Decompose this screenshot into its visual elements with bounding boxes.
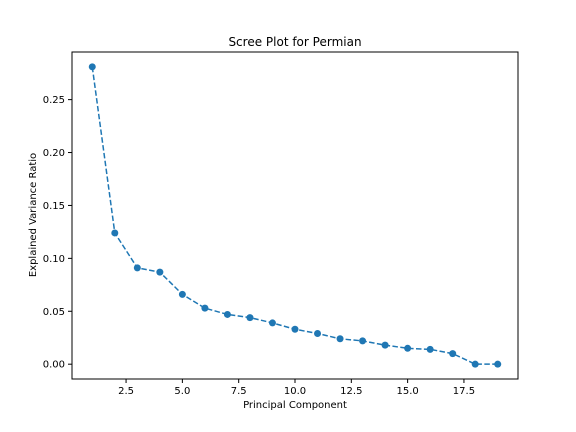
y-tick-label: 0.05 [43,307,65,318]
y-axis-ticks: 0.00 0.05 0.10 0.15 0.20 0.25 [43,95,72,371]
data-point [156,268,164,276]
data-point [336,335,344,343]
y-tick-label: 0.10 [43,254,65,265]
data-point [88,63,96,71]
x-tick-label: 7.5 [231,386,247,397]
x-tick-label: 15.0 [396,386,418,397]
data-point [426,345,434,353]
data-point [314,329,322,337]
data-point [449,350,457,358]
plot-area: 0.00 0.05 0.10 0.15 0.20 0.25 2.5 5.0 7.5 10.0 12… [43,51,519,397]
data-point [404,344,412,352]
chart-title: Scree Plot for Permian [228,35,361,49]
y-tick-label: 0.25 [43,95,65,106]
data-point [246,314,254,322]
data-point [178,290,186,298]
y-tick-label: 0.00 [43,360,65,371]
data-point [494,360,502,368]
y-tick-label: 0.20 [43,148,65,159]
y-axis-title: Explained Variance Ratio [28,153,39,277]
data-point [223,310,231,318]
data-point [133,264,141,272]
x-axis-ticks: 2.5 5.0 7.5 10.0 12.5 15.0 17.5 [118,379,475,397]
x-tick-label: 5.0 [174,386,190,397]
data-point [471,360,479,368]
data-point [268,319,276,327]
x-tick-label: 10.0 [284,386,306,397]
data-point [111,229,119,237]
x-axis-title: Principal Component [243,400,347,411]
x-tick-label: 17.5 [453,386,475,397]
data-point [359,337,367,345]
y-tick-label: 0.15 [43,201,65,212]
data-point [381,341,389,349]
x-tick-label: 12.5 [340,386,362,397]
data-point [291,325,299,333]
plot-background [72,52,518,379]
data-point [201,304,209,312]
plot-frame [71,51,519,380]
x-tick-label: 2.5 [118,386,134,397]
series-layer [88,63,502,368]
